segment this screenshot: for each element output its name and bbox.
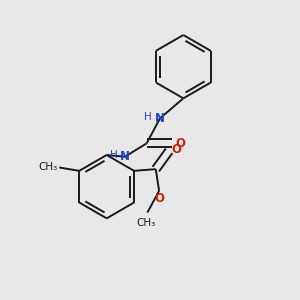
Text: H: H — [110, 150, 118, 160]
Text: O: O — [175, 137, 185, 150]
Text: CH₃: CH₃ — [38, 163, 58, 172]
Text: O: O — [171, 143, 182, 156]
Text: CH₃: CH₃ — [136, 218, 155, 229]
Text: N: N — [120, 150, 130, 163]
Text: H: H — [144, 112, 152, 122]
Text: N: N — [155, 112, 165, 125]
Text: O: O — [154, 192, 164, 205]
